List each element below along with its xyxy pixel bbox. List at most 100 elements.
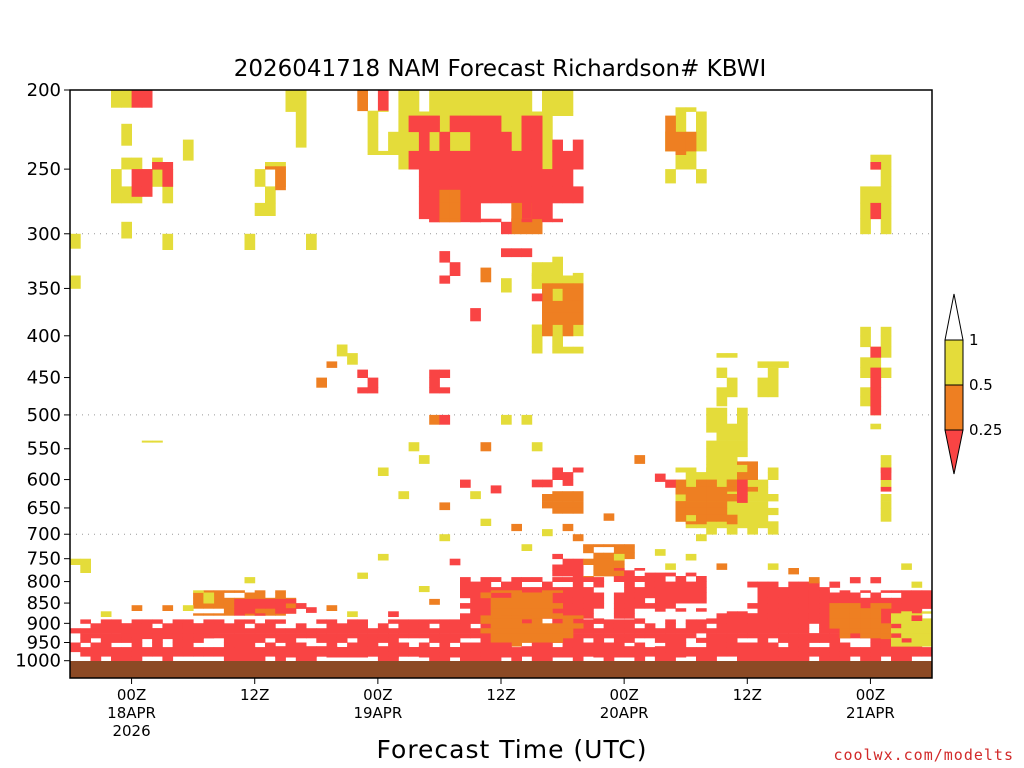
cell-p56-t43-k55 xyxy=(511,618,522,624)
cell-p59-t69-k56 xyxy=(778,623,789,629)
cell-p35-t63-k37 xyxy=(716,514,728,522)
cell-p57-t15-k62 xyxy=(223,651,235,657)
cell-p21-t45-k17 xyxy=(531,346,543,354)
cell-p34-t68-k34 xyxy=(767,494,779,502)
cell-p34-t65-k30 xyxy=(737,467,748,473)
cell-p58-t38-k61 xyxy=(460,647,471,653)
cell-p57-t65-k62 xyxy=(737,651,748,657)
cell-p53-t18-k51 xyxy=(254,598,266,604)
cell-p57-t74-k62 xyxy=(829,651,841,657)
cell-p48-t59-k47 xyxy=(675,576,687,582)
cell-p57-t66-k62 xyxy=(747,651,758,657)
cell-p11-t42-k4 xyxy=(501,169,512,187)
speckle-17 xyxy=(449,558,461,566)
speckle-13 xyxy=(418,455,430,464)
cell-p62-t76-k55 xyxy=(849,618,861,624)
cell-p11-t43-k4 xyxy=(511,169,522,187)
cell-p59-t63-k56 xyxy=(716,623,728,629)
cell-p10-t36-k1 xyxy=(439,111,451,133)
cell-p5-t19-k5 xyxy=(265,186,276,204)
cell-p28-t77-k21 xyxy=(860,387,871,398)
cell-p27-t78-k6 xyxy=(870,202,882,220)
cell-p61-t75-k49 xyxy=(839,590,851,593)
cell-p55-t7-k56 xyxy=(141,623,153,629)
cell-p9-t29-k3 xyxy=(367,150,379,155)
cell-p63-t82-k58 xyxy=(911,633,923,639)
cell-p34-t67-k38 xyxy=(757,521,769,529)
cell-p22-t48-k15 xyxy=(562,324,574,337)
cell-p58-t48-k63 xyxy=(562,656,574,658)
cell-p54-t36-k59 xyxy=(439,637,451,643)
cell-p56-t40-k55 xyxy=(480,618,492,624)
cell-p62-t77-k57 xyxy=(860,628,871,634)
cell-p50-t45-k54 xyxy=(531,613,543,619)
cell-p15-t42-k9 xyxy=(501,248,512,258)
cell-p58-t26-k63 xyxy=(336,656,348,658)
legend-label-1: 1 xyxy=(969,331,979,349)
cell-p28-t77-k19 xyxy=(860,367,871,378)
cell-p54-t3-k56 xyxy=(100,623,112,629)
cell-p55-t11-k57 xyxy=(182,628,194,634)
cell-p2-t9-k5 xyxy=(162,186,174,204)
cell-p54-t16-k57 xyxy=(234,628,245,634)
cell-p49-t48-k49 xyxy=(562,587,574,593)
cell-p67-t7-k27 xyxy=(141,440,153,443)
cell-p48-t61-k47 xyxy=(696,576,707,582)
cell-p34-t60-k31 xyxy=(685,472,697,480)
cell-p56-t45-k58 xyxy=(531,633,543,639)
cell-p54-t30-k59 xyxy=(377,637,389,643)
cell-p57-t75-k62 xyxy=(839,651,851,657)
cell-p30-t79-k34 xyxy=(880,494,892,502)
cell-p59-t63-k55 xyxy=(716,618,728,624)
cell-p25-t59-k3 xyxy=(675,150,687,155)
cell-p49-t49-k51 xyxy=(572,597,584,604)
cell-p57-t15-k61 xyxy=(223,647,235,653)
cell-p59-t70-k60 xyxy=(788,642,799,647)
speckle-64 xyxy=(654,549,666,556)
cell-p55-t6-k57 xyxy=(131,628,143,634)
cell-p54-t1-k58 xyxy=(80,633,91,639)
legend-label-0.25: 0.25 xyxy=(969,421,1002,439)
cell-p34-t62-k31 xyxy=(706,472,717,480)
cell-p10-t38-k0 xyxy=(460,90,471,112)
cell-p55-t7-k59 xyxy=(141,637,153,640)
cell-p54-t34-k58 xyxy=(418,633,430,639)
cell-p49-t51-k51 xyxy=(593,597,605,604)
cell-p54-t49-k57 xyxy=(572,628,584,634)
cell-p56-t43-k56 xyxy=(511,623,522,629)
cell-p54-t13-k57 xyxy=(203,628,215,634)
x-tick-label-6-0: 00Z xyxy=(856,686,885,704)
cell-p48-t61-k51 xyxy=(696,597,707,604)
cell-p34-t66-k36 xyxy=(747,507,758,516)
cell-p11-t44-k5 xyxy=(521,186,533,204)
cell-p9-t31-k3 xyxy=(388,150,399,155)
cell-p11-t42-k5 xyxy=(501,186,512,204)
cell-p34-t67-k33 xyxy=(757,486,769,495)
cell-p24-t61-k4 xyxy=(696,169,707,184)
cell-p53-t18-k54 xyxy=(254,613,266,616)
speckle-36 xyxy=(696,534,707,542)
cell-p34-t66-k37 xyxy=(747,514,758,522)
cell-p60-t73-k49 xyxy=(819,587,830,593)
cell-p55-t8-k58 xyxy=(152,633,163,639)
cell-p57-t81-k63 xyxy=(901,656,912,662)
cell-p35-t59-k32 xyxy=(675,479,687,488)
cell-p63-t82-k60 xyxy=(911,642,923,647)
cell-p57-t18-k61 xyxy=(254,647,266,653)
cell-p11-t37-k3 xyxy=(449,150,461,170)
cell-p57-t6-k62 xyxy=(131,651,143,657)
cell-p59-t65-k53 xyxy=(737,611,748,614)
cell-p54-t1-k59 xyxy=(80,637,91,643)
cell-p54-t54-k58 xyxy=(624,633,635,639)
cell-p11-t42-k2 xyxy=(501,131,512,152)
cell-p57-t58-k62 xyxy=(665,651,676,657)
cell-p28-t78-k18 xyxy=(870,357,882,368)
cell-p49-t47-k49 xyxy=(552,587,563,593)
cell-p61-t78-k51 xyxy=(870,597,882,604)
cell-p58-t52-k62 xyxy=(603,651,615,657)
cell-p59-t65-k58 xyxy=(737,633,748,639)
cell-p62-t75-k53 xyxy=(839,608,851,614)
cell-p57-t20-k62 xyxy=(275,651,286,657)
cell-p26-t79-k4 xyxy=(880,169,892,187)
cell-p55-t9-k58 xyxy=(162,633,174,639)
